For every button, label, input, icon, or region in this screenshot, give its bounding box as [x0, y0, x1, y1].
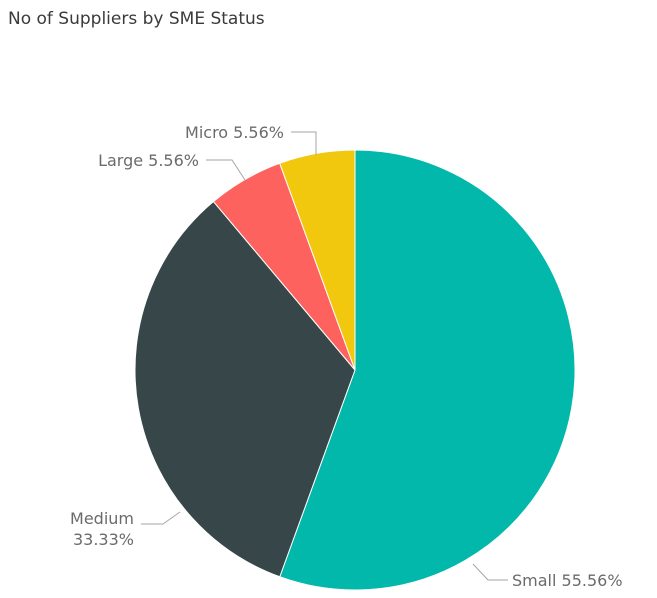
- leader-line-medium: [141, 511, 181, 525]
- leader-line-micro: [291, 131, 317, 155]
- data-label-large: Large 5.56%: [98, 151, 199, 170]
- data-label-small: Small 55.56%: [512, 571, 623, 590]
- chart-title: No of Suppliers by SME Status: [8, 9, 265, 29]
- pie-slices: [134, 149, 576, 591]
- leader-line-large: [206, 159, 246, 181]
- slice-micro[interactable]: [279, 149, 356, 371]
- slice-small[interactable]: [279, 149, 576, 591]
- leader-lines: [141, 131, 508, 581]
- leader-line-small: [472, 563, 508, 581]
- data-label-medium-value: 33.33%: [73, 530, 134, 549]
- data-label-micro: Micro 5.56%: [185, 123, 284, 142]
- data-labels: Small 55.56% Medium 33.33% Large 5.56% M…: [70, 123, 623, 590]
- data-label-medium-name: Medium: [70, 509, 134, 528]
- slice-medium[interactable]: [134, 200, 356, 578]
